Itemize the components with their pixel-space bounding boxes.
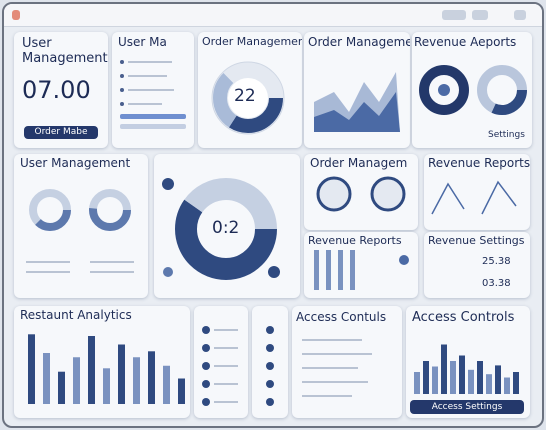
panel-title: Order Management xyxy=(308,35,410,49)
bar xyxy=(58,371,65,404)
settings-label[interactable]: Settings xyxy=(488,130,525,140)
button[interactable]: Access Settings xyxy=(410,400,524,414)
panel-title: Order Management xyxy=(202,35,302,48)
setting-value: 25.38 xyxy=(482,256,511,267)
list-graphic xyxy=(202,326,238,406)
bar xyxy=(148,351,155,404)
panel-title: User Management xyxy=(20,156,131,170)
bar xyxy=(163,365,170,404)
bar xyxy=(178,378,185,404)
panel-title: Access Controls xyxy=(412,310,515,325)
bar xyxy=(133,357,140,404)
panel-title: Restaunt Analytics xyxy=(20,308,132,322)
icon xyxy=(12,10,20,20)
revenue-settings-card: Revenue Settings 25.38 03.38 xyxy=(424,232,530,298)
top-button[interactable] xyxy=(514,10,526,20)
bar xyxy=(118,344,125,404)
bar-icons xyxy=(314,250,409,290)
area-chart xyxy=(314,72,400,132)
bar-chart xyxy=(414,344,519,394)
top-button[interactable] xyxy=(442,10,466,20)
donuts xyxy=(26,189,134,273)
bar xyxy=(103,368,110,404)
revenue-card: Revenue Aeports Settings xyxy=(412,32,532,148)
bar xyxy=(477,361,483,394)
donut-value: 0:2 xyxy=(212,218,240,238)
bar xyxy=(423,361,429,394)
bar xyxy=(513,372,519,394)
donuts xyxy=(419,65,527,115)
line-icons xyxy=(431,180,517,215)
bar xyxy=(414,372,420,394)
list-graphic xyxy=(266,326,274,406)
access-list-card: Access Contuls xyxy=(292,306,402,418)
order-donut-card: Order Management 22 xyxy=(198,32,302,148)
list-graphic xyxy=(120,60,186,129)
analytics-card: Restaunt Analytics xyxy=(14,306,190,418)
icon-list xyxy=(194,306,248,418)
panel-title: Order Managem xyxy=(310,156,408,170)
panel-title: User Ma xyxy=(118,35,167,49)
user-card: User Management 07.00 Order Mabe xyxy=(14,32,108,148)
list-graphic xyxy=(302,339,372,397)
bar xyxy=(28,334,35,404)
bar xyxy=(504,377,510,394)
top-button[interactable] xyxy=(472,10,488,20)
user-donuts-card: User Management xyxy=(14,154,148,298)
bar xyxy=(450,361,456,394)
bar-chart xyxy=(28,334,185,404)
panel-title: Revenue Aeports xyxy=(414,35,517,49)
icon-list xyxy=(252,306,288,418)
order-icons-card: Order Managem xyxy=(304,154,418,230)
user-list: User Ma xyxy=(112,32,194,148)
panel-title: Access Contuls xyxy=(296,310,387,324)
bar xyxy=(441,344,447,394)
bar xyxy=(432,366,438,394)
setting-value: 03.38 xyxy=(482,278,511,289)
button[interactable]: Order Mabe xyxy=(24,126,98,139)
bar xyxy=(43,353,50,404)
revenue-reports-card: Revenue Reports xyxy=(424,154,530,230)
bar xyxy=(468,369,474,394)
panel-title: Revenue Reports xyxy=(428,156,530,170)
center-donut-card: 0:2 xyxy=(154,154,300,298)
icons xyxy=(316,176,406,212)
bar xyxy=(459,355,465,394)
donut-value: 22 xyxy=(234,86,256,106)
donut xyxy=(162,178,280,280)
panel-title: Revenue Settings xyxy=(428,234,525,247)
bar xyxy=(495,365,501,394)
top-bar xyxy=(4,4,542,27)
bar xyxy=(486,374,492,394)
access-chart-card: Access Controls Access Settings xyxy=(406,306,530,418)
bar xyxy=(88,336,95,404)
revenue-bars-card: Revenue Reports xyxy=(304,232,418,298)
donut xyxy=(211,61,285,135)
metric-value: 07.00 xyxy=(22,76,91,104)
bar xyxy=(73,357,80,404)
panel-title: User Management xyxy=(22,36,108,66)
order-chart-card: Order Management xyxy=(304,32,410,148)
panel-title: Revenue Reports xyxy=(308,234,402,247)
